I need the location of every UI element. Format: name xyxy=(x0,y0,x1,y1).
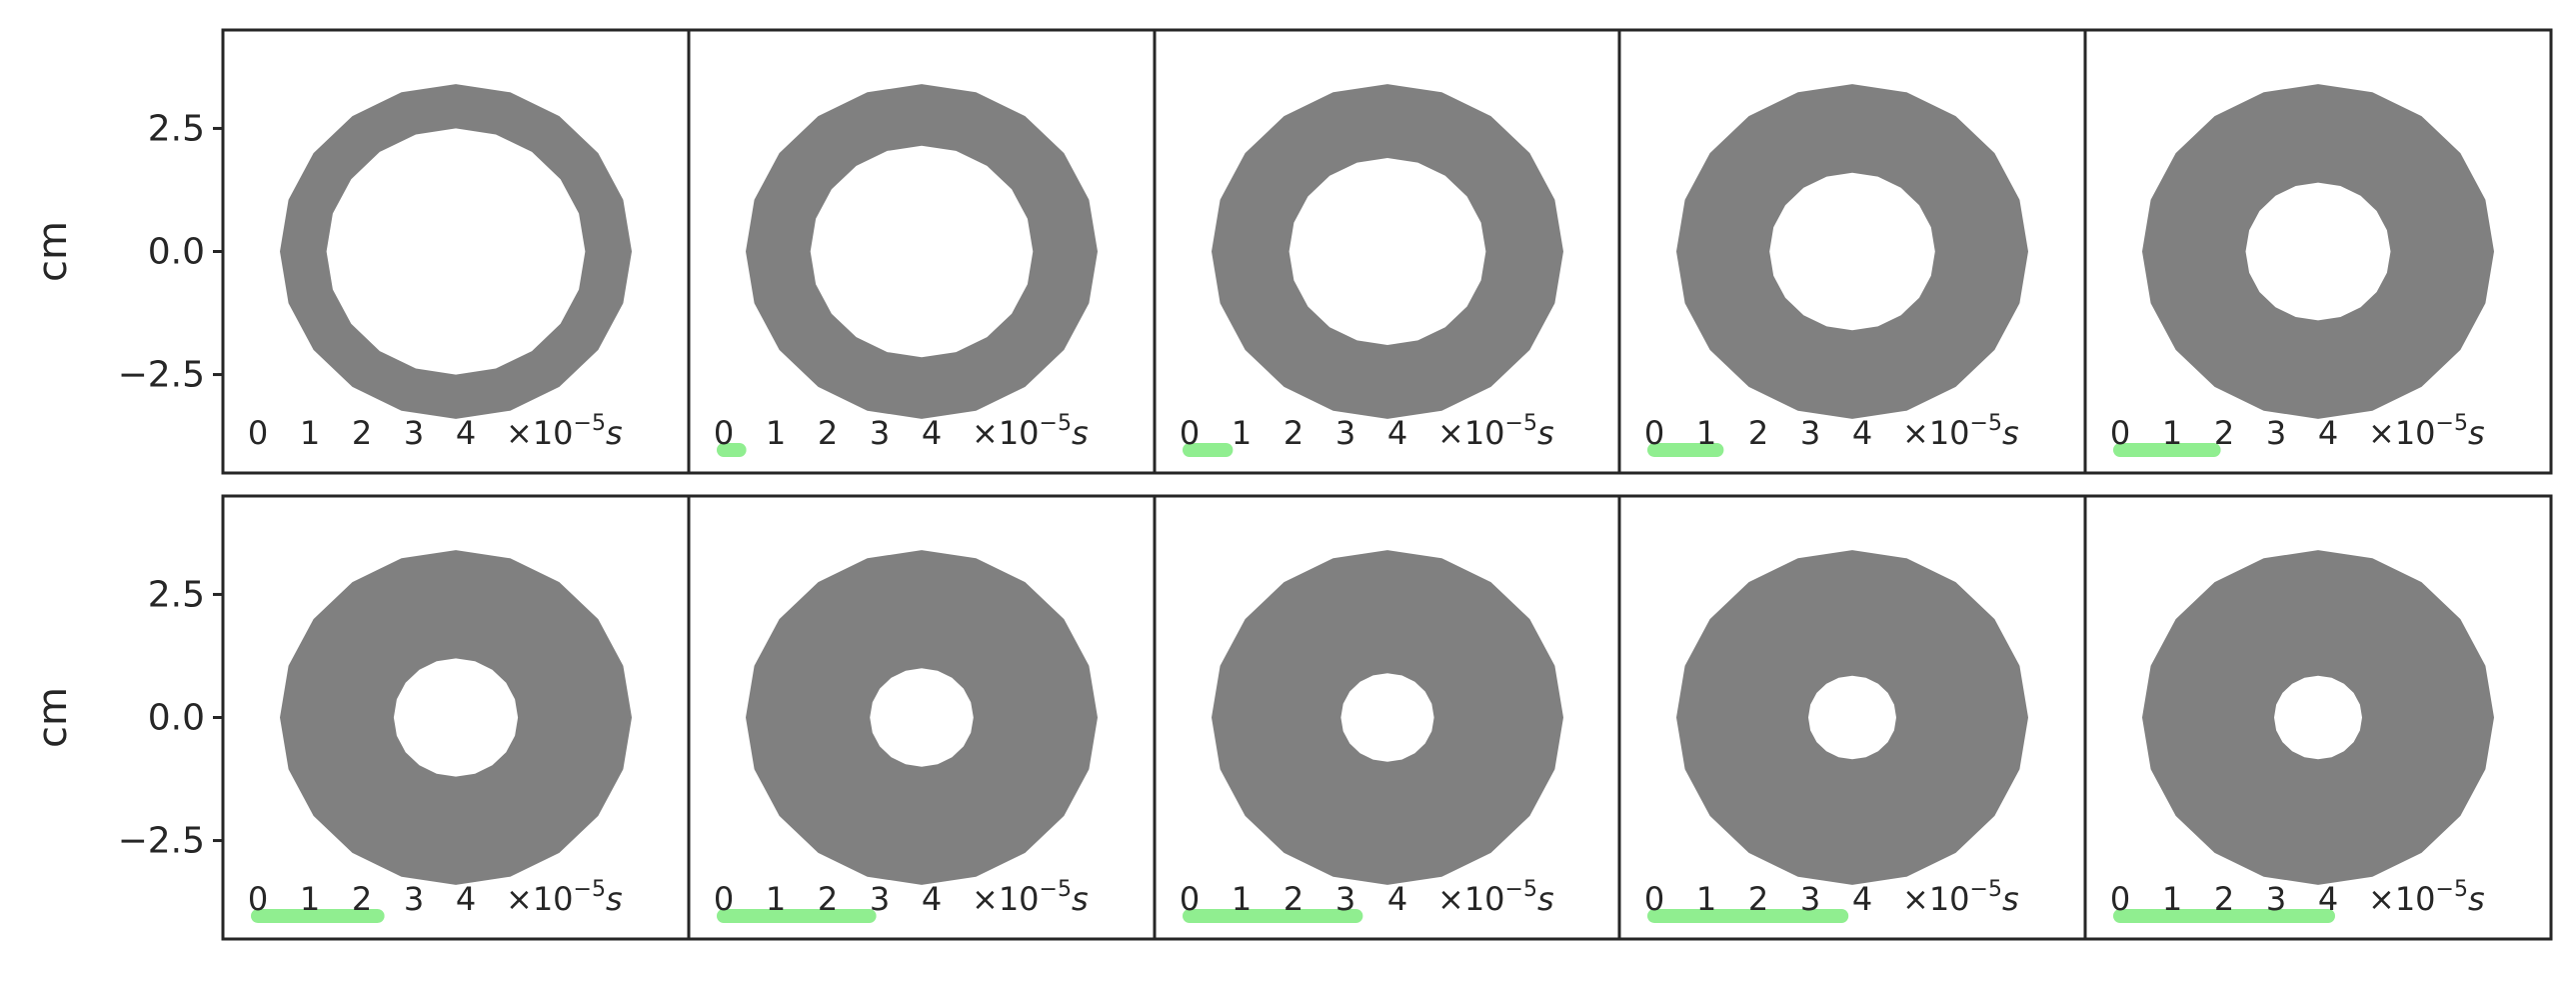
time-tick-label: 3 xyxy=(870,880,890,918)
time-unit-label: ×10−5s xyxy=(972,411,1089,452)
time-unit-label: ×10−5s xyxy=(2368,877,2485,918)
time-tick-label: 3 xyxy=(1335,414,1355,452)
time-tick-label: 1 xyxy=(1696,414,1716,452)
time-tick-label: 0 xyxy=(1180,414,1200,452)
time-tick-label: 1 xyxy=(1232,880,1252,918)
time-unit-label: ×10−5s xyxy=(1902,877,2019,918)
time-tick-label: 0 xyxy=(2110,880,2130,918)
time-tick-label: 2 xyxy=(2214,880,2234,918)
time-tick-label: 3 xyxy=(404,880,424,918)
y-axis-label: cm xyxy=(30,687,76,748)
panel-frame xyxy=(2083,494,2553,941)
panel-10: 0 1 2 3 4 ×10−5s xyxy=(2083,494,2553,941)
panel-2: 0 1 2 3 4 ×10−5s xyxy=(687,28,1157,475)
ytick-label: −2.5 xyxy=(118,821,205,862)
time-tick-label: 0 xyxy=(714,880,734,918)
annulus-shape xyxy=(746,84,1098,419)
time-tick-label: 1 xyxy=(766,880,786,918)
ytick-label: 2.5 xyxy=(148,574,205,615)
time-tick-label: 1 xyxy=(766,414,786,452)
time-tick-label: 2 xyxy=(352,880,372,918)
ytick-label: 0.0 xyxy=(148,698,205,739)
panel-5: 0 1 2 3 4 ×10−5s xyxy=(2083,28,2553,475)
time-tick-label: 3 xyxy=(870,414,890,452)
time-unit-label: ×10−5s xyxy=(1437,877,1554,918)
time-tick-label: 0 xyxy=(1644,414,1664,452)
panel-3: 0 1 2 3 4 ×10−5s xyxy=(1153,28,1622,475)
time-tick-label: 2 xyxy=(818,880,838,918)
annulus-shape xyxy=(1676,550,2028,885)
time-unit-label: ×10−5s xyxy=(506,411,623,452)
time-tick-label: 1 xyxy=(300,414,320,452)
time-tick-label: 1 xyxy=(300,880,320,918)
time-tick-label: 4 xyxy=(2318,414,2338,452)
time-tick-label: 2 xyxy=(1748,880,1768,918)
y-axis-label: cm xyxy=(30,221,76,282)
time-unit-label: ×10−5s xyxy=(972,877,1089,918)
panel-9: 0 1 2 3 4 ×10−5s xyxy=(1617,494,2087,941)
ytick-label: −2.5 xyxy=(118,355,205,396)
time-tick-label: 1 xyxy=(2162,880,2182,918)
panel-6: 0 1 2 3 4 ×10−5s 2.5 0.0 −2.5 cm xyxy=(30,494,691,941)
panel-4: 0 1 2 3 4 ×10−5s xyxy=(1617,28,2087,475)
time-tick-label: 4 xyxy=(456,880,476,918)
time-tick-label: 2 xyxy=(1284,414,1303,452)
annulus-shape xyxy=(1676,84,2028,419)
annulus-shape xyxy=(746,550,1098,885)
time-tick-label: 2 xyxy=(1748,414,1768,452)
time-tick-label: 2 xyxy=(1284,880,1303,918)
time-tick-label: 4 xyxy=(1852,414,1872,452)
time-tick-label: 3 xyxy=(1800,414,1820,452)
panel-8: 0 1 2 3 4 ×10−5s xyxy=(1153,494,1622,941)
annulus-shape xyxy=(1212,550,1563,885)
time-tick-label: 2 xyxy=(352,414,372,452)
time-tick-label: 0 xyxy=(248,880,268,918)
time-tick-label: 1 xyxy=(1232,414,1252,452)
time-tick-label: 4 xyxy=(1387,414,1407,452)
time-unit-label: ×10−5s xyxy=(506,877,623,918)
time-tick-label: 4 xyxy=(456,414,476,452)
time-tick-label: 1 xyxy=(2162,414,2182,452)
time-unit-label: ×10−5s xyxy=(1902,411,2019,452)
time-tick-label: 1 xyxy=(1696,880,1716,918)
annulus-shape xyxy=(2142,84,2494,419)
time-tick-label: 4 xyxy=(1852,880,1872,918)
time-tick-label: 0 xyxy=(248,414,268,452)
time-tick-label: 4 xyxy=(1387,880,1407,918)
time-tick-label: 4 xyxy=(922,880,942,918)
annulus-shape xyxy=(2142,550,2494,885)
annulus-shape xyxy=(280,550,632,885)
time-unit-label: ×10−5s xyxy=(1437,411,1554,452)
ytick-label: 2.5 xyxy=(148,108,205,149)
panel-1: 0 1 2 3 4 ×10−5s 2.5 0.0 −2.5 cm xyxy=(30,28,691,475)
time-tick-label: 3 xyxy=(2266,880,2286,918)
time-tick-label: 4 xyxy=(922,414,942,452)
time-tick-label: 0 xyxy=(714,414,734,452)
time-unit-label: ×10−5s xyxy=(2368,411,2485,452)
time-tick-label: 3 xyxy=(2266,414,2286,452)
time-tick-label: 0 xyxy=(2110,414,2130,452)
time-tick-label: 3 xyxy=(404,414,424,452)
time-tick-label: 0 xyxy=(1180,880,1200,918)
time-tick-label: 3 xyxy=(1800,880,1820,918)
time-tick-label: 2 xyxy=(818,414,838,452)
time-tick-label: 4 xyxy=(2318,880,2338,918)
ytick-label: 0.0 xyxy=(148,232,205,273)
panel-frame xyxy=(2083,28,2553,475)
time-tick-label: 3 xyxy=(1335,880,1355,918)
time-tick-label: 2 xyxy=(2214,414,2234,452)
time-tick-label: 0 xyxy=(1644,880,1664,918)
panel-7: 0 1 2 3 4 ×10−5s xyxy=(687,494,1157,941)
annulus-shape xyxy=(1212,84,1563,419)
